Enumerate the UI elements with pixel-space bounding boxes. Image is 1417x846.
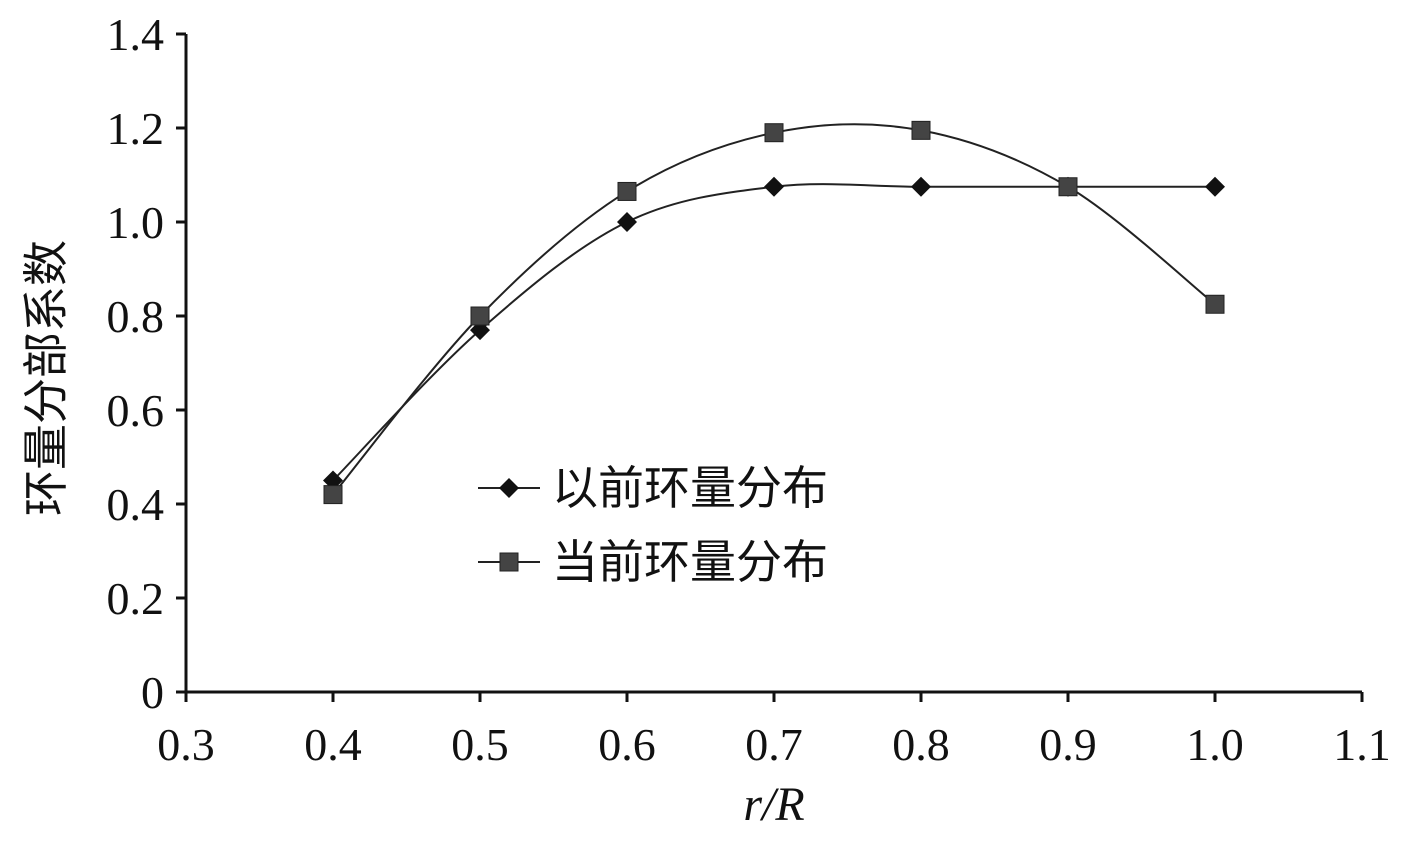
y-tick-label: 1.0: [107, 197, 165, 248]
square-data-point: [323, 485, 343, 505]
legend-entry: 以前环量分布: [478, 461, 828, 515]
square-data-point: [470, 306, 490, 326]
x-tick-label: 0.6: [598, 719, 656, 770]
legend-square-marker: [499, 552, 519, 572]
series-1: [323, 176, 1225, 491]
y-tick-label: 0.8: [107, 291, 165, 342]
x-axis-label: r/R: [743, 778, 804, 831]
x-tick-label: 1.1: [1333, 719, 1391, 770]
square-data-point: [764, 123, 784, 143]
diamond-data-point: [1205, 176, 1225, 197]
square-data-point: [1058, 177, 1078, 197]
legend-label: 当前环量分布: [552, 535, 828, 589]
x-tick-label: 0.4: [304, 719, 362, 770]
legend-label: 以前环量分布: [552, 461, 828, 515]
x-tick-label: 1.0: [1186, 719, 1244, 770]
square-data-point: [617, 181, 637, 201]
x-tick-label: 0.8: [892, 719, 950, 770]
legend-entry: 当前环量分布: [478, 535, 828, 589]
y-tick-label: 0.6: [107, 385, 165, 436]
diamond-data-point: [764, 176, 784, 197]
y-tick-label: 0.4: [107, 479, 165, 530]
x-tick-label: 0.3: [157, 719, 215, 770]
series-2: [323, 120, 1225, 505]
y-tick-label: 0.2: [107, 573, 165, 624]
y-axis-label: 环量分部系数: [19, 240, 73, 516]
x-tick-label: 0.7: [745, 719, 803, 770]
x-tick-label: 0.9: [1039, 719, 1097, 770]
diamond-data-point: [911, 176, 931, 197]
square-data-point: [1205, 294, 1225, 314]
y-tick-label: 0: [141, 667, 164, 718]
square-data-point: [911, 120, 931, 140]
ticks: 0.3 0.4 0.5 0.6 0.7 0.8 0.9 1.0 1.1 0 0.2 0.4 0.6 0.8…: [107, 9, 1391, 770]
x-tick-label: 0.5: [451, 719, 509, 770]
diamond-data-point: [617, 212, 637, 232]
legend-diamond-marker: [499, 478, 519, 498]
y-tick-label: 1.4: [107, 9, 165, 60]
series-layer: [323, 120, 1225, 505]
y-tick-label: 1.2: [107, 103, 165, 154]
